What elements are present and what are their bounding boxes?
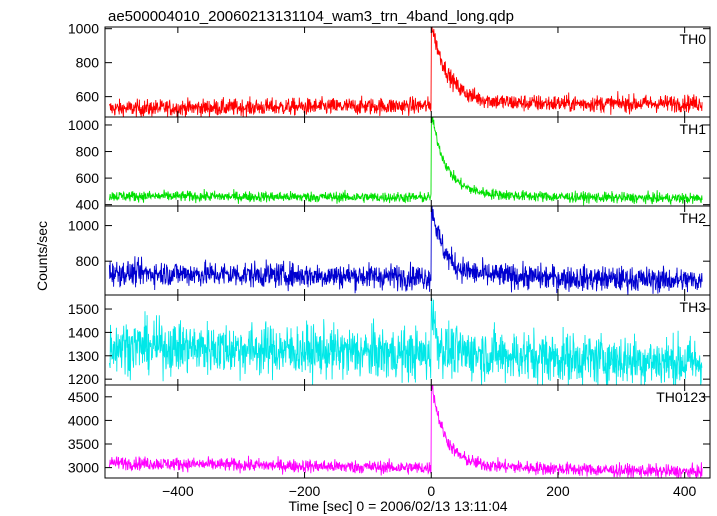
y-tick-label: 400: [76, 197, 100, 213]
y-tick-label: 800: [76, 55, 100, 71]
y-tick-label: 1000: [68, 21, 99, 37]
y-tick-label: 1300: [68, 348, 99, 364]
panel-frame: [104, 384, 711, 479]
x-tick-label: −200: [289, 483, 321, 499]
y-tick-label: 1500: [68, 301, 99, 317]
y-axis-label: Counts/sec: [34, 221, 50, 291]
panel-label-th0: TH0: [680, 31, 707, 47]
panel-th1: 400 600 800 1000 TH1: [68, 116, 711, 213]
panel-th3: 1200 1300 1400 1500 TH3: [68, 294, 711, 387]
x-tick-label: 400: [673, 483, 697, 499]
y-tick-label: 1200: [68, 371, 99, 387]
y-tick-label: 600: [76, 89, 100, 105]
y-tick-label: 3000: [68, 460, 99, 476]
series-line-th2: [108, 205, 703, 296]
y-tick-label: 800: [76, 253, 100, 269]
panel-th2: 800 1000 TH2: [68, 205, 711, 296]
series-line-th1: [108, 116, 703, 206]
y-tick-label: 4000: [68, 412, 99, 428]
panel-label-th2: TH2: [680, 210, 707, 226]
x-tick-label: 0: [427, 483, 435, 499]
chart-title: ae500004010_20060213131104_wam3_trn_4ban…: [108, 8, 514, 25]
series-line-th0123: [108, 384, 703, 479]
y-tick-label: 1000: [68, 117, 99, 133]
panel-th0: 600 800 1000 TH0: [68, 21, 711, 118]
x-axis-label: Time [sec] 0 = 2006/02/13 13:11:04: [288, 498, 507, 514]
panel-label-th0123: TH0123: [656, 389, 706, 405]
series-line-th0: [108, 26, 703, 118]
y-tick-label: 3500: [68, 436, 99, 452]
panel-label-th1: TH1: [680, 121, 707, 137]
x-tick-label: −400: [162, 483, 194, 499]
panel-frame: [104, 116, 711, 207]
panel-label-th3: TH3: [680, 299, 707, 315]
x-tick-label: 200: [546, 483, 570, 499]
series-line-th3: [108, 297, 703, 386]
y-tick-label: 600: [76, 170, 100, 186]
x-tick-labels: −400 −200 0 200 400: [162, 483, 696, 499]
y-tick-label: 4500: [68, 389, 99, 405]
panels-group: 600 800 1000 TH0 400 600 800 1000 TH1 800 1000 TH2 1…: [68, 21, 711, 479]
panel-th0123: 3000 3500 4000 4500 TH0123: [68, 384, 711, 479]
y-tick-label: 800: [76, 144, 100, 160]
y-tick-label: 1000: [68, 218, 99, 234]
y-tick-label: 1400: [68, 324, 99, 340]
